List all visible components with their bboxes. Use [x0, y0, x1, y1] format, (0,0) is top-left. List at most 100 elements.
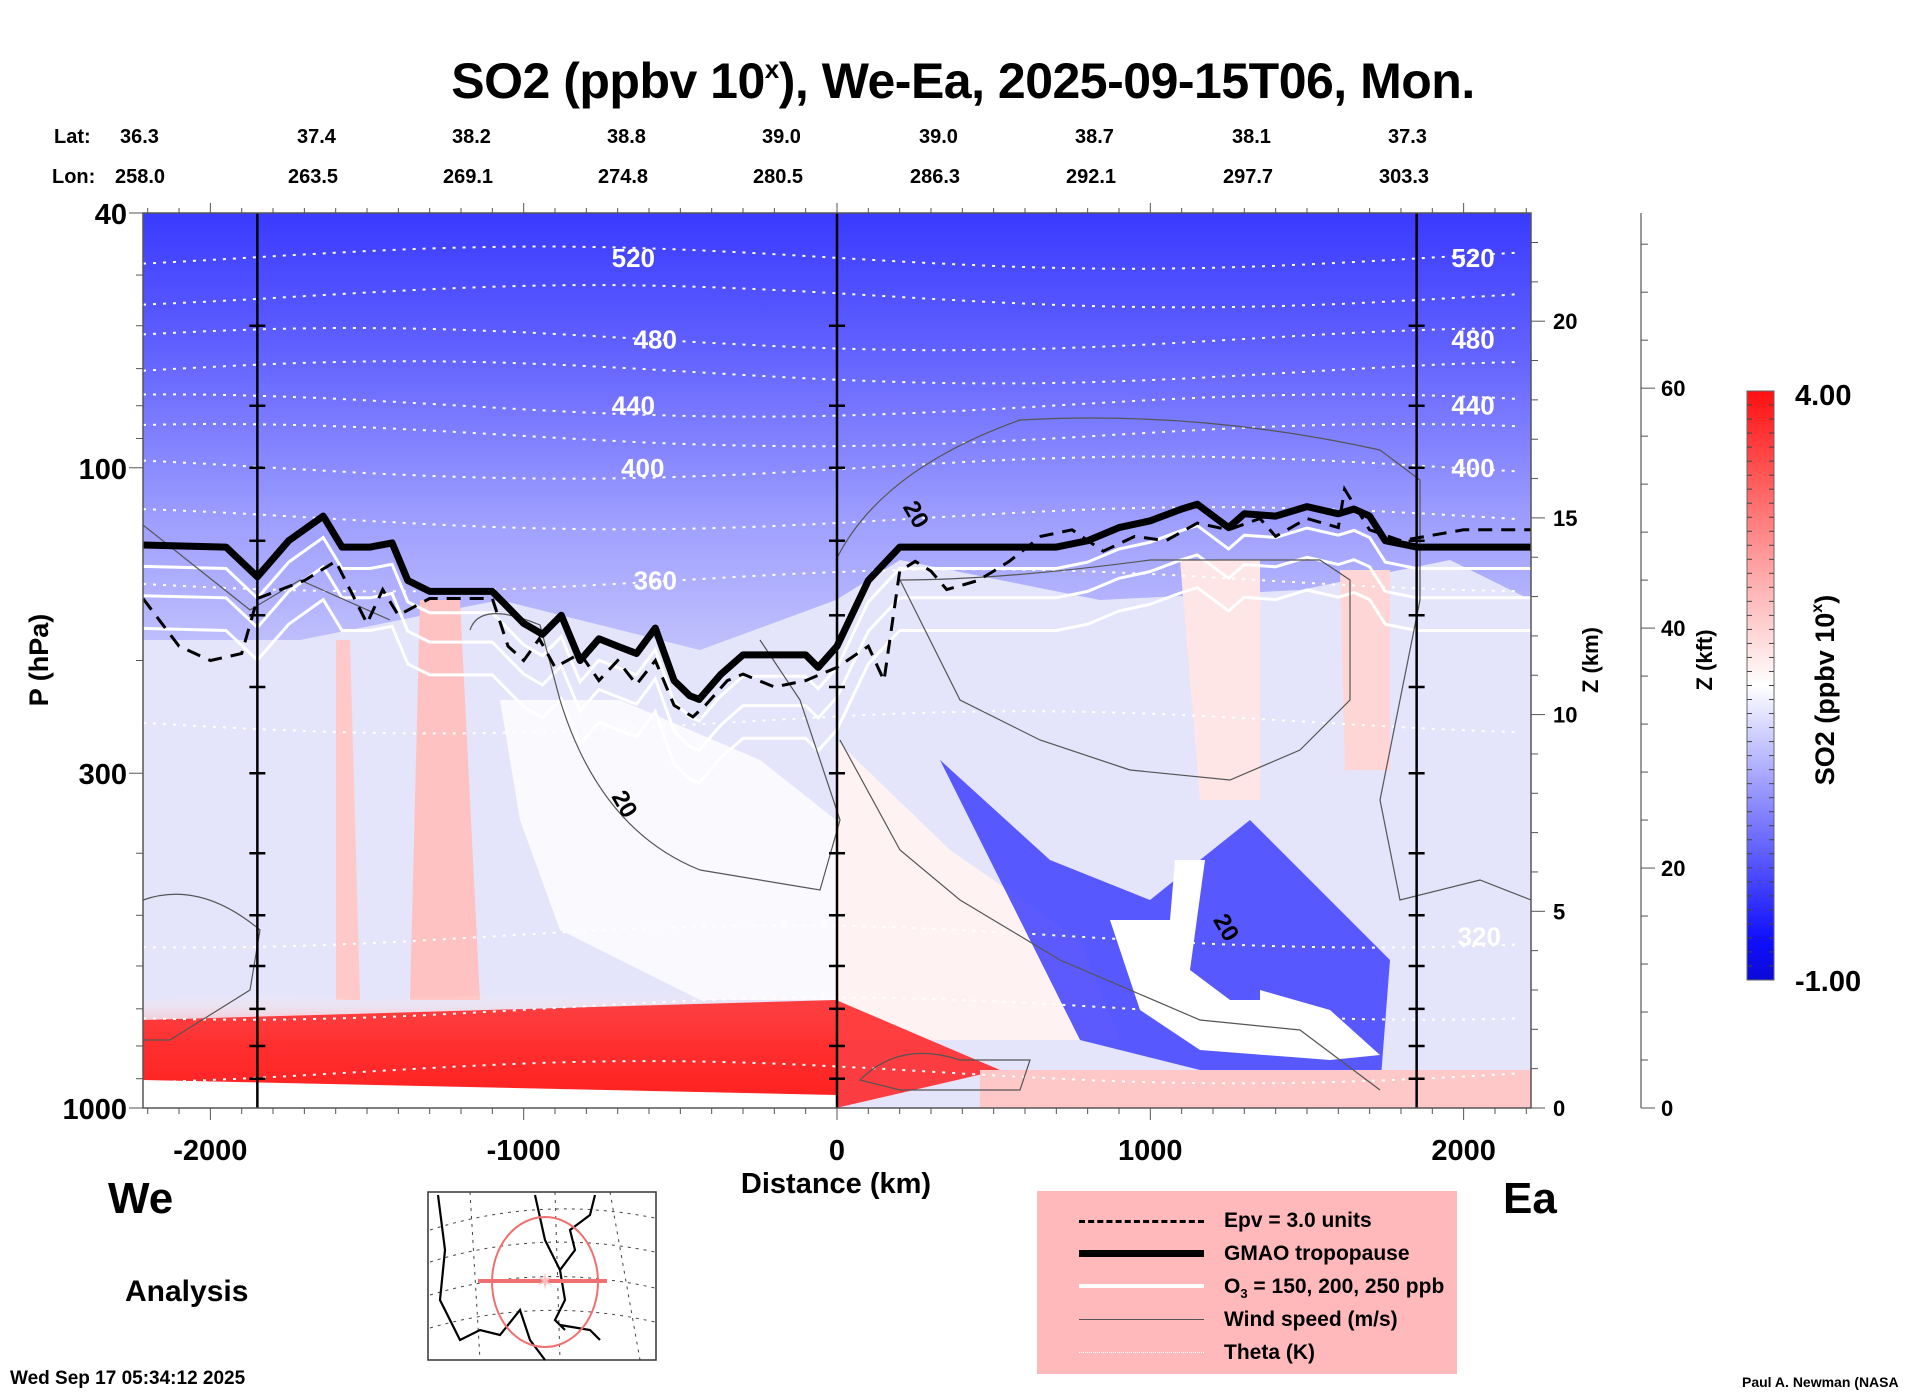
z-kft-tick-label: 0: [1661, 1096, 1673, 1121]
ozone-contour: [143, 523, 1531, 723]
lat-value: 38.2: [452, 126, 491, 148]
wind-contour: [839, 739, 1381, 1091]
z-kft-axis-label: Z (kft): [1692, 629, 1717, 690]
map-coastlines: [436, 1194, 601, 1361]
x-axis-label: Distance (km): [741, 1168, 931, 1200]
lat-value: 38.7: [1075, 126, 1114, 148]
y-tick-label: 100: [79, 454, 127, 486]
ozone-contour: [143, 585, 1531, 785]
legend-item-epv: Epv = 3.0 units: [1037, 1205, 1517, 1237]
epv-3pvu-line: [143, 484, 1531, 719]
z-kft-tick-label: 60: [1661, 376, 1685, 401]
legend-label: Epv = 3.0 units: [1224, 1209, 1372, 1232]
colorbar-ticks: [1747, 404, 1774, 967]
lat-value: 37.4: [297, 126, 336, 148]
chart-title: SO2 (ppbv 10x), We-Ea, 2025-09-15T06, Mo…: [451, 53, 1475, 109]
z-kft-tick-label: 40: [1661, 616, 1685, 641]
legend-item-theta: Theta (K): [1037, 1337, 1517, 1369]
theta-label: 400: [621, 453, 664, 483]
lon-value: 274.8: [598, 166, 649, 188]
lat-label: Lat:: [54, 126, 91, 148]
lon-value: 286.3: [910, 166, 961, 188]
legend-label: O3 = 150, 200, 250 ppb: [1224, 1275, 1445, 1302]
thin-line-icon: [1079, 1319, 1204, 1320]
y-axis: 40 100 300 1000: [62, 199, 143, 1126]
red-column-2: [410, 600, 480, 1000]
dotted-line-icon: [1079, 1352, 1204, 1353]
wind-contour: [899, 559, 1351, 781]
thick-line-icon: [1079, 1250, 1204, 1257]
map-center-star-icon: ✶: [536, 1269, 554, 1294]
analysis-label: Analysis: [125, 1275, 249, 1308]
white-region-west: [500, 700, 836, 1000]
colorbar-min-label: -1.00: [1795, 966, 1861, 998]
wind-contour: [858, 1052, 1031, 1091]
lon-value: 280.5: [753, 166, 804, 188]
lat-value: 36.3: [120, 126, 159, 148]
theta-contour: [143, 245, 1522, 270]
theta-label: 480: [634, 324, 677, 354]
legend-item-tropopause: GMAO tropopause: [1037, 1238, 1517, 1270]
x-tick-label: -1000: [487, 1135, 561, 1167]
wind-contour: [835, 417, 1531, 901]
theta-label: 520: [1451, 243, 1494, 273]
theta-label: 400: [1451, 453, 1494, 483]
lat-value: 37.3: [1388, 126, 1427, 148]
timestamp: Wed Sep 17 05:34:12 2025: [10, 1368, 246, 1389]
legend-item-ozone: O3 = 150, 200, 250 ppb: [1037, 1271, 1517, 1303]
colorbar-max-label: 4.00: [1795, 380, 1851, 412]
lon-value: 263.5: [288, 166, 339, 188]
legend-item-wind: Wind speed (m/s): [1037, 1304, 1517, 1336]
white-line-icon: [1079, 1284, 1204, 1288]
theta-contour: [143, 506, 1522, 531]
wind-contours: [143, 417, 1531, 1091]
theta-label: 440: [1451, 391, 1494, 421]
colorbar-label: SO2 (ppbv 10x): [1809, 595, 1840, 785]
x-tick-label: -2000: [173, 1135, 247, 1167]
lon-label: Lon:: [52, 166, 96, 188]
wind-contour: [143, 524, 391, 621]
west-label: We: [108, 1174, 174, 1223]
x-tick-label: 1000: [1118, 1135, 1183, 1167]
surface-red-core: [143, 1000, 1000, 1108]
colorbar: 4.00 -1.00 SO2 (ppbv 10x): [1746, 380, 1861, 998]
lon-value: 269.1: [443, 166, 494, 188]
terrain-mask: [143, 1080, 836, 1108]
z-km-tick-label: 5: [1553, 899, 1565, 924]
y-tick-label: 40: [95, 199, 127, 231]
red-column-1: [336, 640, 360, 1000]
theta-contour: [143, 455, 1522, 480]
theta-contours: [143, 245, 1522, 1085]
credit: Paul A. Newman (NASA: [1742, 1374, 1899, 1390]
theta-label: 440: [612, 391, 655, 421]
legend-label: GMAO tropopause: [1224, 1242, 1410, 1265]
x-tick-label: 2000: [1431, 1135, 1496, 1167]
z-kft-axis: 0 20 40 60: [1640, 213, 1685, 1121]
pink-column-4: [1340, 570, 1390, 770]
lon-value: 297.7: [1223, 166, 1274, 188]
pink-column-3: [1180, 560, 1260, 800]
x-tick-label: 0: [829, 1135, 845, 1167]
z-kft-tick-label: 20: [1661, 856, 1685, 881]
z-km-tick-label: 15: [1553, 506, 1577, 531]
lat-value: 39.0: [919, 126, 958, 148]
theta-contour: [143, 1060, 1522, 1085]
dashed-line-icon: [1079, 1220, 1204, 1223]
lat-value: 38.8: [607, 126, 646, 148]
map-graticule: [429, 1191, 656, 1361]
theta-label: 360: [634, 566, 677, 596]
ozone-contour: [143, 553, 1531, 752]
z-km-axis-label: Z (km): [1578, 627, 1603, 693]
lon-value: 303.3: [1379, 166, 1430, 188]
theta-label: 320: [1458, 922, 1501, 952]
legend-label: Wind speed (m/s): [1224, 1308, 1398, 1331]
wind-contour: [469, 613, 841, 891]
lon-value: 292.1: [1066, 166, 1117, 188]
x-axis: -2000 -1000 0 1000 2000: [147, 203, 1527, 1167]
gmao-tropopause-line: [143, 500, 1531, 703]
vertical-markers: [249, 213, 1425, 1108]
theta-label: 520: [612, 243, 655, 273]
z-km-tick-label: 20: [1553, 309, 1577, 334]
z-km-tick-label: 0: [1553, 1096, 1565, 1121]
